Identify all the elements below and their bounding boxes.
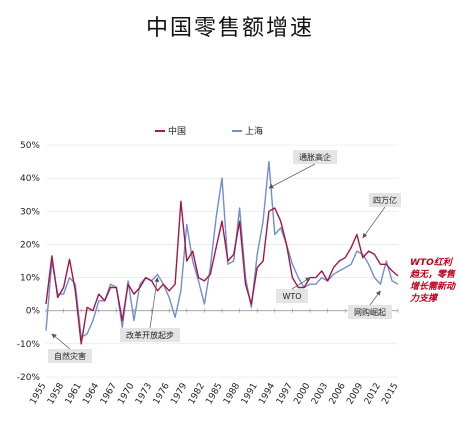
x-tick-label: 2015 [380,382,400,407]
series-line-china [45,200,399,345]
series-layer [45,160,399,345]
side-note-line: 增长需新动 [410,281,457,292]
y-tick-label: 40% [20,174,40,184]
annotation-arrow [149,277,160,329]
y-tick-label: 30% [20,207,40,217]
chart-title: 中国零售额增速 [145,16,314,41]
annotation-arrow [51,333,71,350]
annotation-arrow [291,277,311,290]
x-tick-label: 2003 [310,382,330,407]
annotation-box [369,193,401,207]
x-tick-label: 1997 [275,382,295,407]
annotation: 自然灾害 [48,333,92,363]
x-tick-label: 2012 [363,382,383,407]
legend: 中国 上海 [155,125,263,137]
annotation-label: 网购崛起 [354,307,386,317]
x-tick-label: 1994 [257,381,277,406]
annotation-label: 自然灾害 [54,351,86,361]
x-tick-label: 1991 [240,382,260,407]
y-tick-label: -20% [17,373,41,383]
x-tick-label: 1964 [81,381,101,406]
x-tick-label: 1955 [28,382,48,407]
side-note-line: 趋无，零售 [409,269,456,280]
legend-label: 中国 [168,125,186,137]
annotation-label: 通胀高企 [299,152,331,162]
x-tick-label: 1967 [99,382,119,407]
annotation-box [276,289,308,303]
annotation-arrow [362,206,386,239]
annotation-box [293,150,337,164]
y-tick-label: 10% [20,274,40,284]
x-tick-label: 1982 [187,382,207,407]
x-tick-label: 2009 [345,381,365,406]
y-axis: 50% 40% 30% 20% 10% 0% -10% -20% [17,141,41,383]
x-tick-label: 2000 [292,381,312,406]
x-tick-label: 1961 [64,382,84,407]
x-tick-label: 1979 [169,381,189,406]
x-tick-label: 1973 [134,382,154,407]
x-tick-label: 1958 [46,381,66,406]
annotation: 四万亿 [362,193,401,239]
annotation: 通胀高企 [268,150,337,189]
annotation-label: 四万亿 [373,195,397,205]
legend-label: 上海 [245,125,263,137]
annotation-label: 改革开放起步 [126,330,174,340]
annotation-box [348,305,392,319]
annotation-box [48,349,92,363]
x-tick-label: 1976 [152,381,172,406]
x-tick-label: 1988 [222,381,242,406]
y-tick-label: -10% [17,340,41,350]
y-tick-label: 50% [20,141,40,151]
annotation-box [120,328,180,342]
x-tick-label: 2006 [328,381,348,406]
x-tick-label: 1985 [204,382,224,407]
annotation: WTO [276,277,311,303]
y-tick-label: 20% [20,240,40,250]
x-tick-label: 1970 [116,381,136,406]
side-note-line: 力支撑 [410,293,439,304]
y-tick-label: 0% [26,307,41,317]
side-note-line: WTO红利 [410,257,454,268]
annotation-arrow [369,290,381,306]
annotation-label: WTO [282,292,301,301]
annotation: 网购崛起 [348,290,392,319]
annotation-arrow [268,163,316,189]
annotation: 改革开放起步 [120,277,180,342]
